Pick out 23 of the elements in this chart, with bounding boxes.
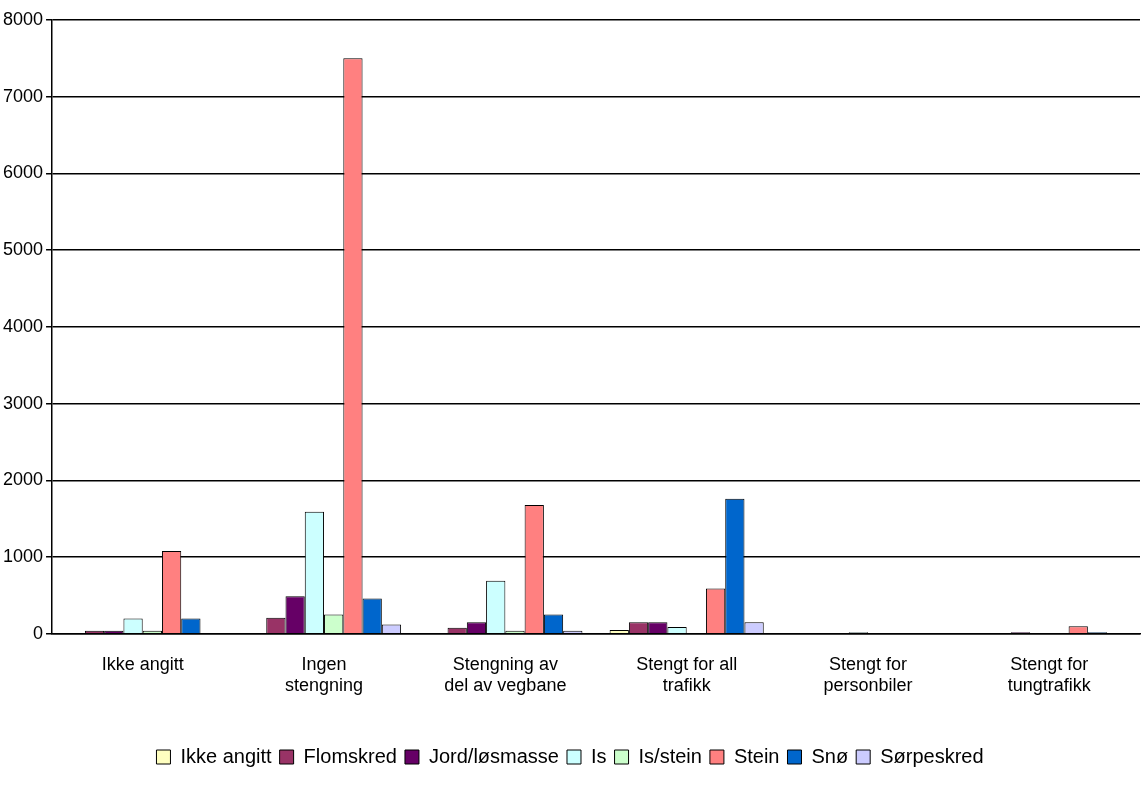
y-tick-label: 3000 — [3, 392, 44, 413]
legend-label: Stein — [733, 744, 780, 767]
y-tick-label: 8000 — [3, 8, 44, 29]
legend-label: Sørpeskred — [880, 744, 984, 767]
legend-label: Jord/løsmasse — [428, 744, 559, 767]
y-tick-label: 5000 — [3, 239, 44, 260]
legend-label: Snø — [811, 744, 849, 767]
y-tick-label: 0 — [33, 622, 44, 643]
legend-label: Ikke angitt — [180, 744, 273, 767]
x-tick-label: Stengt for all trafikk — [636, 653, 738, 696]
x-tick-label: Stengt for tungtrafikk — [1007, 653, 1092, 696]
legend-label: Is/stein — [638, 744, 702, 767]
y-tick-label: 7000 — [3, 85, 44, 106]
x-tick-label: Ingen stengning — [284, 653, 364, 696]
y-tick-label: 4000 — [3, 315, 44, 336]
y-tick-label: 1000 — [3, 546, 44, 567]
legend-label: Flomskred — [303, 744, 397, 767]
x-tick-label: Stengning av del av vegbane — [444, 653, 567, 696]
legend-label: Is — [591, 744, 607, 767]
x-tick-label: Ikke angitt — [101, 653, 184, 674]
x-tick-label: Stengt for personbiler — [823, 653, 913, 696]
y-tick-label: 6000 — [3, 162, 44, 183]
y-tick-label: 2000 — [3, 469, 44, 490]
